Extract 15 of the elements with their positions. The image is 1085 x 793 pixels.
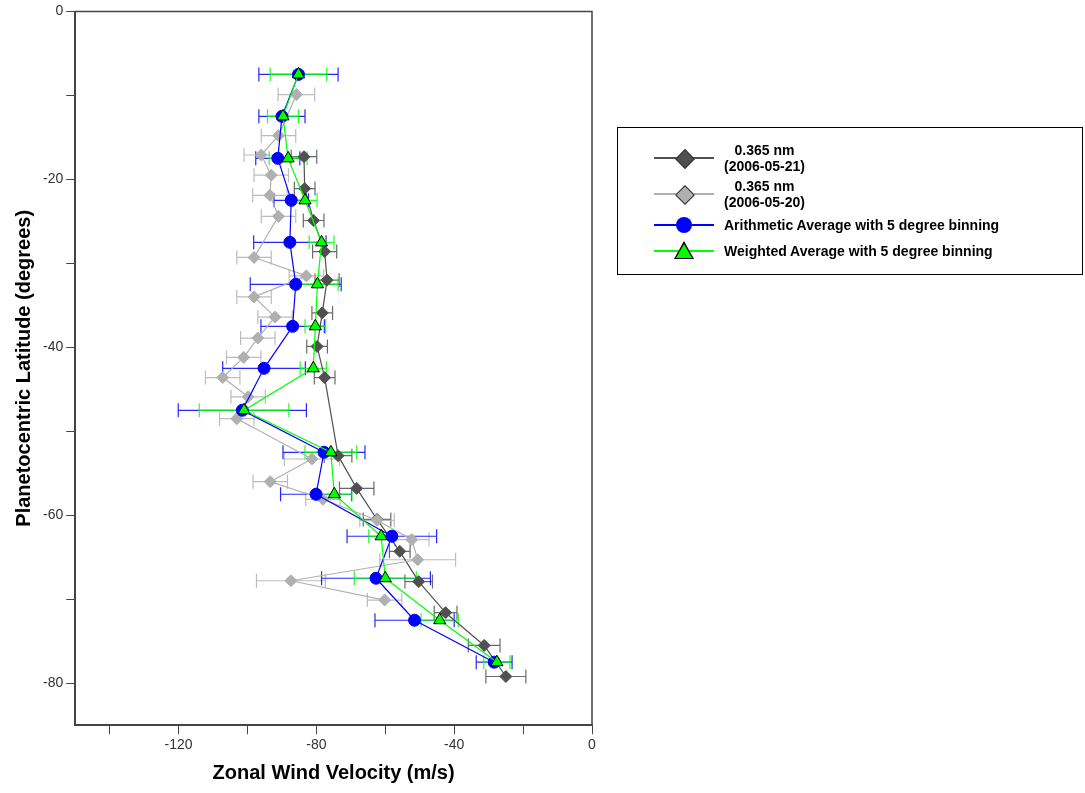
y-axis-title: Planetocentric Latitude (degrees) (11, 209, 34, 527)
x-tick-label: -40 (444, 736, 465, 753)
x-tick-label: -80 (306, 736, 327, 753)
x-tick-label: 0 (588, 736, 597, 753)
y-tick-label: 0 (55, 2, 64, 19)
x-axis-title: Zonal Wind Velocity (m/s) (212, 760, 455, 783)
y-tick-label: -60 (43, 506, 64, 523)
y-tick-label: -80 (43, 674, 64, 691)
y-tick-label: -40 (43, 338, 64, 355)
x-tick-label: -120 (164, 736, 193, 753)
legend-label: 0.365 nm (2006-05-21) (724, 142, 805, 174)
legend-label: 0.365 nm (2006-05-20) (724, 178, 805, 210)
y-tick-label: -20 (43, 170, 64, 187)
legend-label: Arithmetic Average with 5 degree binning (724, 217, 1000, 233)
legend-label: Weighted Average with 5 degree binning (724, 243, 993, 259)
